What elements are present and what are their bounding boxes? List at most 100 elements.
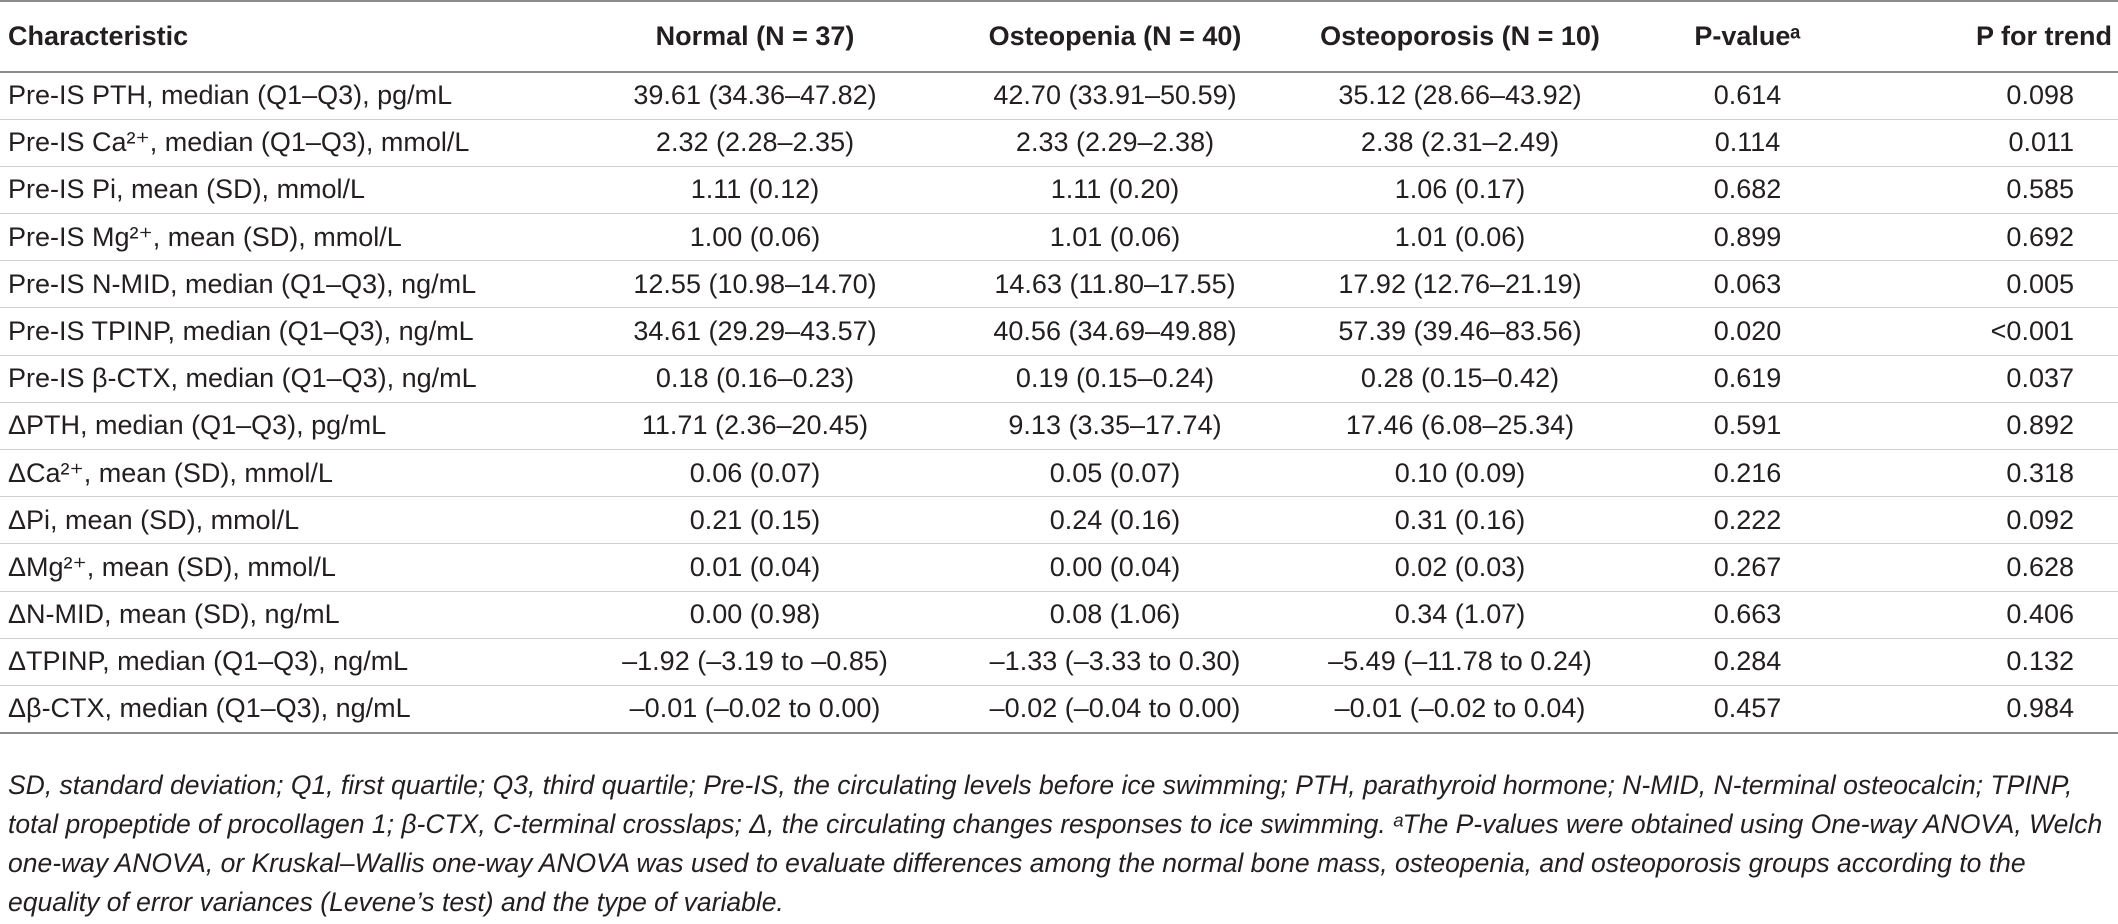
osteoporosis-cell: 1.06 (0.17): [1295, 166, 1625, 215]
characteristic-cell: ΔPi, mean (SD), mmol/L: [0, 496, 575, 545]
osteopenia-cell: 0.08 (1.06): [935, 591, 1295, 639]
p-trend-cell: 0.628: [1870, 543, 2118, 592]
results-table: Characteristic Normal (N = 37) Osteopeni…: [0, 0, 2118, 734]
table-row: Pre-IS TPINP, median (Q1–Q3), ng/mL 34.61…: [0, 307, 2118, 356]
p-value-cell: 0.682: [1625, 166, 1870, 215]
p-value-cell: 0.591: [1625, 402, 1870, 451]
p-value-cell: 0.222: [1625, 496, 1870, 545]
table-row: ΔTPINP, median (Q1–Q3), ng/mL –1.92 (–3.1…: [0, 638, 2118, 686]
characteristic-cell: ΔN-MID, mean (SD), ng/mL: [0, 591, 575, 639]
table-row: ΔPTH, median (Q1–Q3), pg/mL 11.71 (2.36–2…: [0, 402, 2118, 451]
normal-cell: 0.06 (0.07): [575, 449, 935, 498]
p-value-cell: 0.663: [1625, 591, 1870, 639]
p-value-cell: 0.457: [1625, 685, 1870, 734]
characteristic-cell: ΔMg²⁺, mean (SD), mmol/L: [0, 543, 575, 592]
osteoporosis-cell: –0.01 (–0.02 to 0.04): [1295, 685, 1625, 734]
osteoporosis-cell: –5.49 (–11.78 to 0.24): [1295, 638, 1625, 686]
osteopenia-cell: 0.24 (0.16): [935, 496, 1295, 545]
table-row: Pre-IS Pi, mean (SD), mmol/L 1.11 (0.12) 1…: [0, 166, 2118, 215]
p-value-cell: 0.114: [1625, 119, 1870, 167]
table-row: Δβ-CTX, median (Q1–Q3), ng/mL –0.01 (–0.0…: [0, 685, 2118, 734]
characteristic-cell: ΔCa²⁺, mean (SD), mmol/L: [0, 449, 575, 498]
table-footnote: SD, standard deviation; Q1, first quarti…: [8, 770, 2103, 917]
p-trend-cell: 0.005: [1870, 260, 2118, 309]
osteoporosis-cell: 35.12 (28.66–43.92): [1295, 72, 1625, 120]
p-value-cell: 0.619: [1625, 355, 1870, 403]
normal-cell: 0.01 (0.04): [575, 543, 935, 592]
characteristic-cell: Pre-IS PTH, median (Q1–Q3), pg/mL: [0, 72, 575, 120]
table-row: ΔN-MID, mean (SD), ng/mL 0.00 (0.98) 0.08 …: [0, 591, 2118, 639]
characteristic-cell: ΔTPINP, median (Q1–Q3), ng/mL: [0, 638, 575, 686]
table-header-row: Characteristic Normal (N = 37) Osteopeni…: [0, 0, 2118, 73]
characteristic-cell: Pre-IS Pi, mean (SD), mmol/L: [0, 166, 575, 215]
normal-cell: 0.21 (0.15): [575, 496, 935, 545]
osteoporosis-cell: 0.02 (0.03): [1295, 543, 1625, 592]
characteristic-cell: Δβ-CTX, median (Q1–Q3), ng/mL: [0, 685, 575, 734]
osteopenia-cell: 1.11 (0.20): [935, 166, 1295, 215]
header-p-value: P-valueᵃ: [1625, 0, 1870, 73]
p-value-cell: 0.063: [1625, 260, 1870, 309]
normal-cell: –1.92 (–3.19 to –0.85): [575, 638, 935, 686]
p-value-cell: 0.216: [1625, 449, 1870, 498]
table-row: Pre-IS Mg²⁺, mean (SD), mmol/L 1.00 (0.06…: [0, 213, 2118, 262]
osteopenia-cell: 40.56 (34.69–49.88): [935, 307, 1295, 356]
characteristic-cell: Pre-IS N-MID, median (Q1–Q3), ng/mL: [0, 260, 575, 309]
osteopenia-cell: –0.02 (–0.04 to 0.00): [935, 685, 1295, 734]
normal-cell: 12.55 (10.98–14.70): [575, 260, 935, 309]
p-trend-cell: 0.406: [1870, 591, 2118, 639]
osteopenia-cell: 1.01 (0.06): [935, 213, 1295, 262]
osteoporosis-cell: 17.92 (12.76–21.19): [1295, 260, 1625, 309]
p-trend-cell: <0.001: [1870, 307, 2118, 356]
table-row: Pre-IS N-MID, median (Q1–Q3), ng/mL 12.55…: [0, 260, 2118, 309]
normal-cell: 34.61 (29.29–43.57): [575, 307, 935, 356]
table-row: Pre-IS β-CTX, median (Q1–Q3), ng/mL 0.18 …: [0, 355, 2118, 403]
normal-cell: 0.18 (0.16–0.23): [575, 355, 935, 403]
osteopenia-cell: 0.00 (0.04): [935, 543, 1295, 592]
normal-cell: 1.11 (0.12): [575, 166, 935, 215]
p-trend-cell: 0.037: [1870, 355, 2118, 403]
header-osteopenia: Osteopenia (N = 40): [935, 0, 1295, 73]
normal-cell: 0.00 (0.98): [575, 591, 935, 639]
osteoporosis-cell: 0.10 (0.09): [1295, 449, 1625, 498]
p-trend-cell: 0.692: [1870, 213, 2118, 262]
header-normal: Normal (N = 37): [575, 0, 935, 73]
results-table-container: Characteristic Normal (N = 37) Osteopeni…: [0, 0, 2118, 734]
osteoporosis-cell: 1.01 (0.06): [1295, 213, 1625, 262]
osteopenia-cell: 2.33 (2.29–2.38): [935, 119, 1295, 167]
p-trend-cell: 0.092: [1870, 496, 2118, 545]
normal-cell: 2.32 (2.28–2.35): [575, 119, 935, 167]
p-trend-cell: 0.984: [1870, 685, 2118, 734]
characteristic-cell: Pre-IS Ca²⁺, median (Q1–Q3), mmol/L: [0, 119, 575, 167]
p-trend-cell: 0.011: [1870, 119, 2118, 167]
osteopenia-cell: –1.33 (–3.33 to 0.30): [935, 638, 1295, 686]
osteopenia-cell: 42.70 (33.91–50.59): [935, 72, 1295, 120]
normal-cell: 11.71 (2.36–20.45): [575, 402, 935, 451]
header-characteristic: Characteristic: [0, 0, 575, 73]
osteopenia-cell: 0.05 (0.07): [935, 449, 1295, 498]
characteristic-cell: Pre-IS TPINP, median (Q1–Q3), ng/mL: [0, 307, 575, 356]
characteristic-cell: Pre-IS β-CTX, median (Q1–Q3), ng/mL: [0, 355, 575, 403]
p-value-cell: 0.614: [1625, 72, 1870, 120]
characteristic-cell: Pre-IS Mg²⁺, mean (SD), mmol/L: [0, 213, 575, 262]
normal-cell: 1.00 (0.06): [575, 213, 935, 262]
osteoporosis-cell: 2.38 (2.31–2.49): [1295, 119, 1625, 167]
p-trend-cell: 0.132: [1870, 638, 2118, 686]
p-trend-cell: 0.318: [1870, 449, 2118, 498]
p-value-cell: 0.267: [1625, 543, 1870, 592]
normal-cell: –0.01 (–0.02 to 0.00): [575, 685, 935, 734]
table-body: Pre-IS PTH, median (Q1–Q3), pg/mL 39.61 (…: [0, 72, 2118, 734]
table-row: Pre-IS Ca²⁺, median (Q1–Q3), mmol/L 2.32 …: [0, 119, 2118, 167]
p-value-cell: 0.899: [1625, 213, 1870, 262]
normal-cell: 39.61 (34.36–47.82): [575, 72, 935, 120]
osteoporosis-cell: 57.39 (39.46–83.56): [1295, 307, 1625, 356]
characteristic-cell: ΔPTH, median (Q1–Q3), pg/mL: [0, 402, 575, 451]
header-p-for-trend: P for trend: [1870, 0, 2118, 73]
osteoporosis-cell: 0.34 (1.07): [1295, 591, 1625, 639]
p-value-cell: 0.284: [1625, 638, 1870, 686]
osteoporosis-cell: 0.31 (0.16): [1295, 496, 1625, 545]
osteoporosis-cell: 17.46 (6.08–25.34): [1295, 402, 1625, 451]
p-value-cell: 0.020: [1625, 307, 1870, 356]
osteopenia-cell: 14.63 (11.80–17.55): [935, 260, 1295, 309]
p-trend-cell: 0.585: [1870, 166, 2118, 215]
osteopenia-cell: 9.13 (3.35–17.74): [935, 402, 1295, 451]
